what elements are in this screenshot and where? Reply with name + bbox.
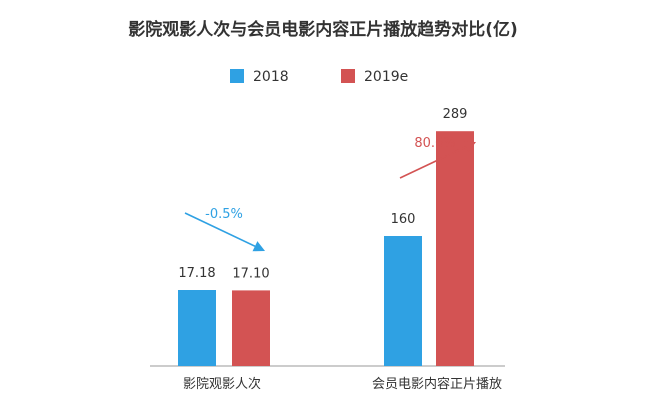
- category-label-1: 会员电影内容正片播放: [372, 376, 502, 392]
- legend: 2018 2019e: [230, 69, 408, 85]
- bar-1-2019e: [232, 290, 270, 366]
- category-label-0: 影院观影人次: [183, 376, 261, 392]
- trend-label-2: 80.6%: [414, 136, 455, 151]
- legend-swatch-2019e: [341, 69, 355, 83]
- trend-label-1: -0.5%: [205, 207, 243, 222]
- trend-arrow-1: [184, 212, 266, 252]
- trend-arrow-2: [399, 141, 477, 179]
- bar-2-2018: [384, 236, 422, 366]
- data-label-1-2018: 17.18: [178, 266, 215, 281]
- data-label-2-2018: 160: [391, 212, 416, 227]
- legend-label-2018: 2018: [253, 69, 289, 85]
- data-label-1-2019e: 17.10: [232, 266, 269, 281]
- chart-title: 影院观影人次与会员电影内容正片播放趋势对比(亿): [128, 19, 518, 40]
- bar-2-2019e: [436, 131, 474, 366]
- data-label-2-2019e: 289: [443, 107, 468, 122]
- bar-1-2018: [178, 290, 216, 366]
- legend-label-2019e: 2019e: [364, 69, 408, 85]
- chart-marks: 17.18 17.10 160 289 -0.5% 80.6%: [178, 107, 477, 366]
- legend-swatch-2018: [230, 69, 244, 83]
